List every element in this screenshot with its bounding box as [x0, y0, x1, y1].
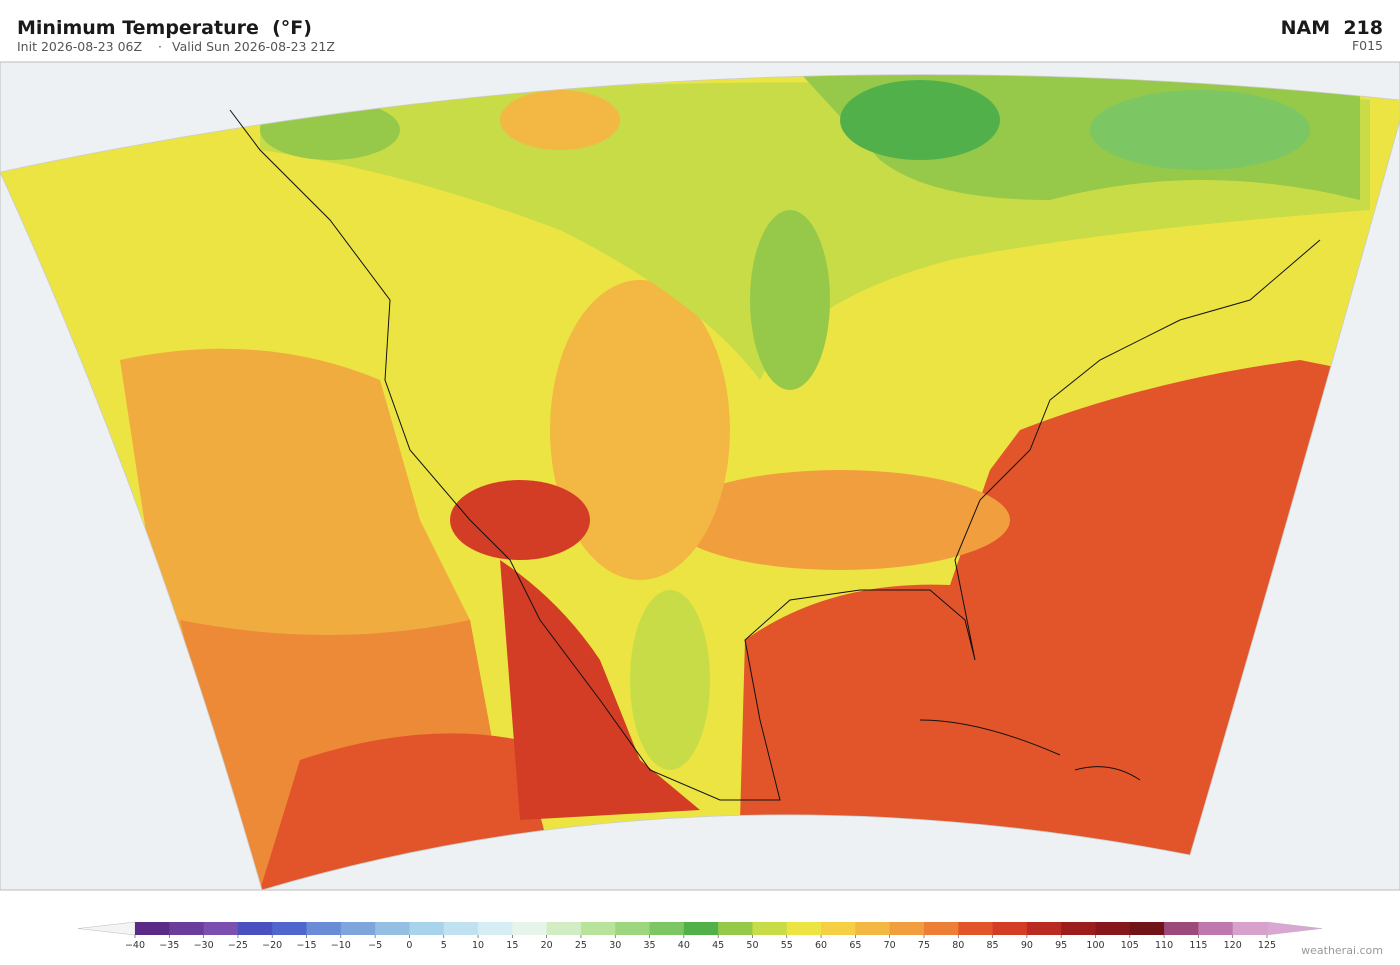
field-midwest-green: [750, 210, 830, 390]
colorbar-swatch: [443, 922, 479, 935]
colorbar-swatch: [683, 922, 719, 935]
colorbar-tick-label: −10: [331, 940, 351, 951]
field-plains: [550, 280, 730, 580]
colorbar-tick-label: −40: [125, 940, 145, 951]
field-mexico-highland: [630, 590, 710, 770]
colorbar-tick-label: 65: [849, 940, 861, 951]
colorbar-swatch: [923, 922, 959, 935]
colorbar-tick-label: −35: [159, 940, 179, 951]
colorbar-swatch: [615, 922, 651, 935]
forecast-hour: F015: [1352, 38, 1383, 53]
colorbar-swatch: [1198, 922, 1234, 935]
domain-outline: [0, 74, 1400, 891]
field-southeast-land: [670, 470, 1010, 570]
colorbar-swatch: [718, 922, 753, 935]
colorbar-swatch: [306, 922, 342, 935]
colorbar-tick-label: 125: [1258, 940, 1276, 951]
colorbar-tick-label: −30: [194, 940, 214, 951]
colorbar-swatch: [203, 922, 239, 935]
colorbar-tick-label: 120: [1224, 940, 1242, 951]
colorbar-swatch: [1061, 922, 1096, 935]
colorbar-swatch: [375, 922, 410, 935]
colorbar-tick-label: 10: [472, 940, 484, 951]
colorbar-swatch: [1164, 922, 1199, 935]
colorbar-tick-label: 30: [609, 940, 621, 951]
colorbar-under: [77, 921, 136, 936]
colorbar-tick-label: 55: [781, 940, 793, 951]
colorbar-tick-label: 15: [506, 940, 518, 951]
colorbar-tick-label: 20: [541, 940, 553, 951]
colorbar-over: [1266, 921, 1323, 936]
colorbar-tick-label: 115: [1189, 940, 1207, 951]
colorbar-swatch: [272, 922, 308, 935]
colorbar-swatch: [1129, 922, 1165, 935]
colorbar-tick-label: 90: [1021, 940, 1033, 951]
colorbar-tick-label: 105: [1121, 940, 1139, 951]
colorbar-swatch: [821, 922, 856, 935]
colorbar: −40 −35 −30 −25 −20 −15 −10 −5 0 5 10 15 20 25 30 35 40 4…: [77, 921, 1323, 951]
colorbar-tick-label: −25: [228, 940, 248, 951]
colorbar-tick-label: 40: [678, 940, 690, 951]
coastline: [229, 109, 1321, 801]
colorbar-swatch: [992, 922, 1028, 935]
colorbar-swatch: [752, 922, 788, 935]
colorbar-swatch: [546, 922, 582, 935]
colorbar-tick-label: 45: [712, 940, 724, 951]
colorbar-tick-label: 110: [1155, 940, 1173, 951]
colorbar-swatch: [580, 922, 616, 935]
colorbar-tick-label: 25: [575, 940, 587, 951]
colorbar-swatch: [1026, 922, 1062, 935]
colorbar-tick-label: 5: [441, 940, 447, 951]
colorbar-swatch: [1095, 922, 1131, 935]
colorbar-swatch: [958, 922, 994, 935]
colorbar-swatch: [340, 922, 376, 935]
model-name: NAM 218: [1281, 17, 1383, 39]
field-prairie-orange: [500, 90, 620, 150]
separator: ·: [158, 39, 162, 54]
colorbar-tick-label: 100: [1086, 940, 1104, 951]
colorbar-tick-label: −15: [296, 940, 316, 951]
colorbar-tick-label: 80: [952, 940, 964, 951]
colorbar-tick-label: 50: [746, 940, 758, 951]
colorbar-swatch: [786, 922, 822, 935]
colorbar-tick-label: 75: [918, 940, 930, 951]
colorbar-swatch: [169, 922, 205, 935]
watermark: weatherai.com: [1301, 944, 1383, 957]
colorbar-swatch: [409, 922, 445, 935]
colorbar-tick-label: −5: [368, 940, 382, 951]
field-quebec-green: [1090, 90, 1310, 170]
colorbar-swatch: [237, 922, 273, 935]
colorbar-swatch: [649, 922, 685, 935]
valid-time: Valid Sun 2026-08-23 21Z: [172, 39, 335, 54]
field-desert: [450, 480, 590, 560]
colorbar-tick-label: 35: [643, 940, 655, 951]
colorbar-swatch: [889, 922, 925, 935]
colorbar-swatch: [478, 922, 513, 935]
colorbar-tick-label: 70: [884, 940, 896, 951]
caribbean-islands: [919, 719, 1141, 781]
colorbar-tick-label: 0: [406, 940, 412, 951]
field-baja: [500, 560, 700, 820]
colorbar-tick-label: −20: [262, 940, 282, 951]
colorbar-tick-label: 60: [815, 940, 827, 951]
map-title: Minimum Temperature (°F): [17, 17, 312, 39]
colorbar-swatch: [135, 922, 170, 935]
field-hudson-green: [840, 80, 1000, 160]
colorbar-tick-label: 85: [987, 940, 999, 951]
colorbar-swatch: [855, 922, 891, 935]
colorbar-tick-label: 95: [1055, 940, 1067, 951]
init-time: Init 2026-08-23 06Z: [17, 39, 142, 54]
colorbar-swatch: [1232, 922, 1268, 935]
colorbar-swatch: [512, 922, 548, 935]
